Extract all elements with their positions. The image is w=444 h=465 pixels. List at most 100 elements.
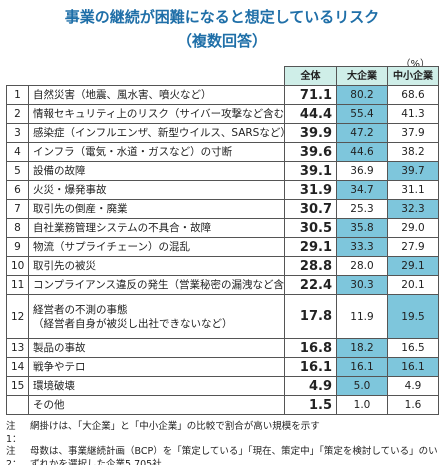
- row-label: 戦争やテロ: [28, 357, 285, 377]
- table-row: 7 取引先の倒産・廃業 30.7 25.3 32.3: [6, 199, 439, 219]
- page-title: 事業の継続が困難になると想定しているリスク: [64, 8, 380, 26]
- row-number: 9: [6, 237, 29, 257]
- row-label: 経営者の不測の事態 （経営者自身が被災し出社できないなど）: [28, 294, 285, 339]
- sme-value: 39.7: [387, 161, 439, 181]
- note-2: 注2： 母数は、事業継続計画（BCP）を「策定している」「現在、策定中」「策定を…: [6, 446, 440, 465]
- large-company-value: 36.9: [336, 161, 388, 181]
- sme-value: 31.1: [387, 180, 439, 200]
- table-row: 13 製品の事故 16.8 18.2 16.5: [6, 338, 439, 358]
- row-label-text: 製品の事故: [33, 341, 86, 354]
- row-number: 8: [6, 218, 29, 238]
- table-row: 15 環境破壊 4.9 5.0 4.9: [6, 376, 439, 396]
- table-row: その他 1.5 1.0 1.6: [6, 395, 439, 415]
- header-blank-no: [6, 66, 29, 86]
- total-value: 39.1: [284, 161, 337, 181]
- sme-value: 37.9: [387, 123, 439, 143]
- row-label-text: インフラ（電気・水道・ガスなど）の寸断: [33, 145, 233, 158]
- row-label: コンプライアンス違反の発生（営業秘密の漏洩など含む）: [28, 275, 285, 295]
- row-label-text: 取引先の被災: [33, 259, 96, 272]
- sme-value: 38.2: [387, 142, 439, 162]
- sme-value: 29.1: [387, 256, 439, 276]
- row-label: 自然災害（地震、風水害、噴火など）: [28, 85, 285, 105]
- notes: 注1： 網掛けは、「大企業」と「中小企業」の比較で割合が高い規模を示す 注2： …: [6, 421, 440, 465]
- row-label: 物流（サプライチェーン）の混乱: [28, 237, 285, 257]
- sme-value: 68.6: [387, 85, 439, 105]
- large-company-value: 47.2: [336, 123, 388, 143]
- sme-value: 4.9: [387, 376, 439, 396]
- note-key: 注2：: [6, 446, 22, 465]
- row-label-text: 自社業務管理システムの不具合・故障: [33, 221, 212, 234]
- large-company-value: 28.0: [336, 256, 388, 276]
- row-label-text: コンプライアンス違反の発生（営業秘密の漏洩など含む）: [33, 278, 285, 291]
- row-number: [6, 395, 29, 415]
- large-company-value: 16.1: [336, 357, 388, 377]
- row-label-text: 取引先の倒産・廃業: [33, 202, 128, 215]
- sme-value: 1.6: [387, 395, 439, 415]
- column-header-sme: 中小企業: [387, 66, 439, 86]
- row-number: 4: [6, 142, 29, 162]
- row-label: その他: [28, 395, 285, 415]
- row-number: 14: [6, 357, 29, 377]
- table-header-row: 全体 大企業 中小企業: [6, 66, 439, 86]
- row-label: インフラ（電気・水道・ガスなど）の寸断: [28, 142, 285, 162]
- large-company-value: 80.2: [336, 85, 388, 105]
- column-header-large: 大企業: [336, 66, 388, 86]
- row-number: 5: [6, 161, 29, 181]
- row-number: 3: [6, 123, 29, 143]
- row-label-text: 経営者の不測の事態: [33, 303, 128, 316]
- sme-value: 29.0: [387, 218, 439, 238]
- row-label-text: 感染症（インフルエンザ、新型ウイルス、SARSなど）: [33, 126, 285, 139]
- table-row: 6 火災・爆発事故 31.9 34.7 31.1: [6, 180, 439, 200]
- note-text: 網掛けは、「大企業」と「中小企業」の比較で割合が高い規模を示す: [30, 421, 320, 432]
- row-label-text: その他: [33, 398, 65, 411]
- total-value: 17.8: [284, 294, 337, 339]
- row-label: 製品の事故: [28, 338, 285, 358]
- large-company-value: 18.2: [336, 338, 388, 358]
- total-value: 39.9: [284, 123, 337, 143]
- total-value: 31.9: [284, 180, 337, 200]
- sme-value: 27.9: [387, 237, 439, 257]
- row-label-text: 環境破壊: [33, 379, 75, 392]
- row-number: 11: [6, 275, 29, 295]
- sme-value: 16.1: [387, 357, 439, 377]
- total-value: 16.8: [284, 338, 337, 358]
- table-row: 3 感染症（インフルエンザ、新型ウイルス、SARSなど） 39.9 47.2 37.9: [6, 123, 439, 143]
- large-company-value: 33.3: [336, 237, 388, 257]
- note-key: 注1：: [6, 421, 22, 445]
- table-row: 2 情報セキュリティ上のリスク（サイバー攻撃など含む） 44.4 55.4 41.3: [6, 104, 439, 124]
- unit-label: （%）: [400, 59, 430, 70]
- sme-value: 32.3: [387, 199, 439, 219]
- table-row: 4 インフラ（電気・水道・ガスなど）の寸断 39.6 44.6 38.2: [6, 142, 439, 162]
- row-label-text: 自然災害（地震、風水害、噴火など）: [33, 88, 212, 101]
- row-label: 取引先の倒産・廃業: [28, 199, 285, 219]
- row-label-text: 情報セキュリティ上のリスク（サイバー攻撃など含む）: [33, 107, 285, 120]
- table-row: 12 経営者の不測の事態 （経営者自身が被災し出社できないなど） 17.8 11.9 19…: [6, 294, 439, 339]
- large-company-value: 30.3: [336, 275, 388, 295]
- large-company-value: 34.7: [336, 180, 388, 200]
- row-label: 情報セキュリティ上のリスク（サイバー攻撃など含む）: [28, 104, 285, 124]
- header-blank-label: [28, 66, 285, 86]
- note-text: 母数は、事業継続計画（BCP）を「策定している」「現在、策定中」「策定を検討して…: [30, 446, 438, 465]
- large-company-value: 1.0: [336, 395, 388, 415]
- row-label: 環境破壊: [28, 376, 285, 396]
- sme-value: 20.1: [387, 275, 439, 295]
- large-company-value: 35.8: [336, 218, 388, 238]
- table-row: 10 取引先の被災 28.8 28.0 29.1: [6, 256, 439, 276]
- note-1: 注1： 網掛けは、「大企業」と「中小企業」の比較で割合が高い規模を示す: [6, 421, 440, 446]
- row-label: 自社業務管理システムの不具合・故障: [28, 218, 285, 238]
- table-row: 11 コンプライアンス違反の発生（営業秘密の漏洩など含む） 22.4 30.3 20.1: [6, 275, 439, 295]
- column-header-total: 全体: [284, 66, 337, 86]
- total-value: 22.4: [284, 275, 337, 295]
- table-row: 5 設備の故障 39.1 36.9 39.7: [6, 161, 439, 181]
- row-label-subtext: （経営者自身が被災し出社できないなど）: [33, 317, 233, 330]
- table-row: 1 自然災害（地震、風水害、噴火など） 71.1 80.2 68.6: [6, 85, 439, 105]
- row-number: 13: [6, 338, 29, 358]
- table-row: 9 物流（サプライチェーン）の混乱 29.1 33.3 27.9: [6, 237, 439, 257]
- large-company-value: 44.6: [336, 142, 388, 162]
- total-value: 29.1: [284, 237, 337, 257]
- row-number: 7: [6, 199, 29, 219]
- total-value: 71.1: [284, 85, 337, 105]
- table-row: 8 自社業務管理システムの不具合・故障 30.5 35.8 29.0: [6, 218, 439, 238]
- large-company-value: 25.3: [336, 199, 388, 219]
- row-label: 火災・爆発事故: [28, 180, 285, 200]
